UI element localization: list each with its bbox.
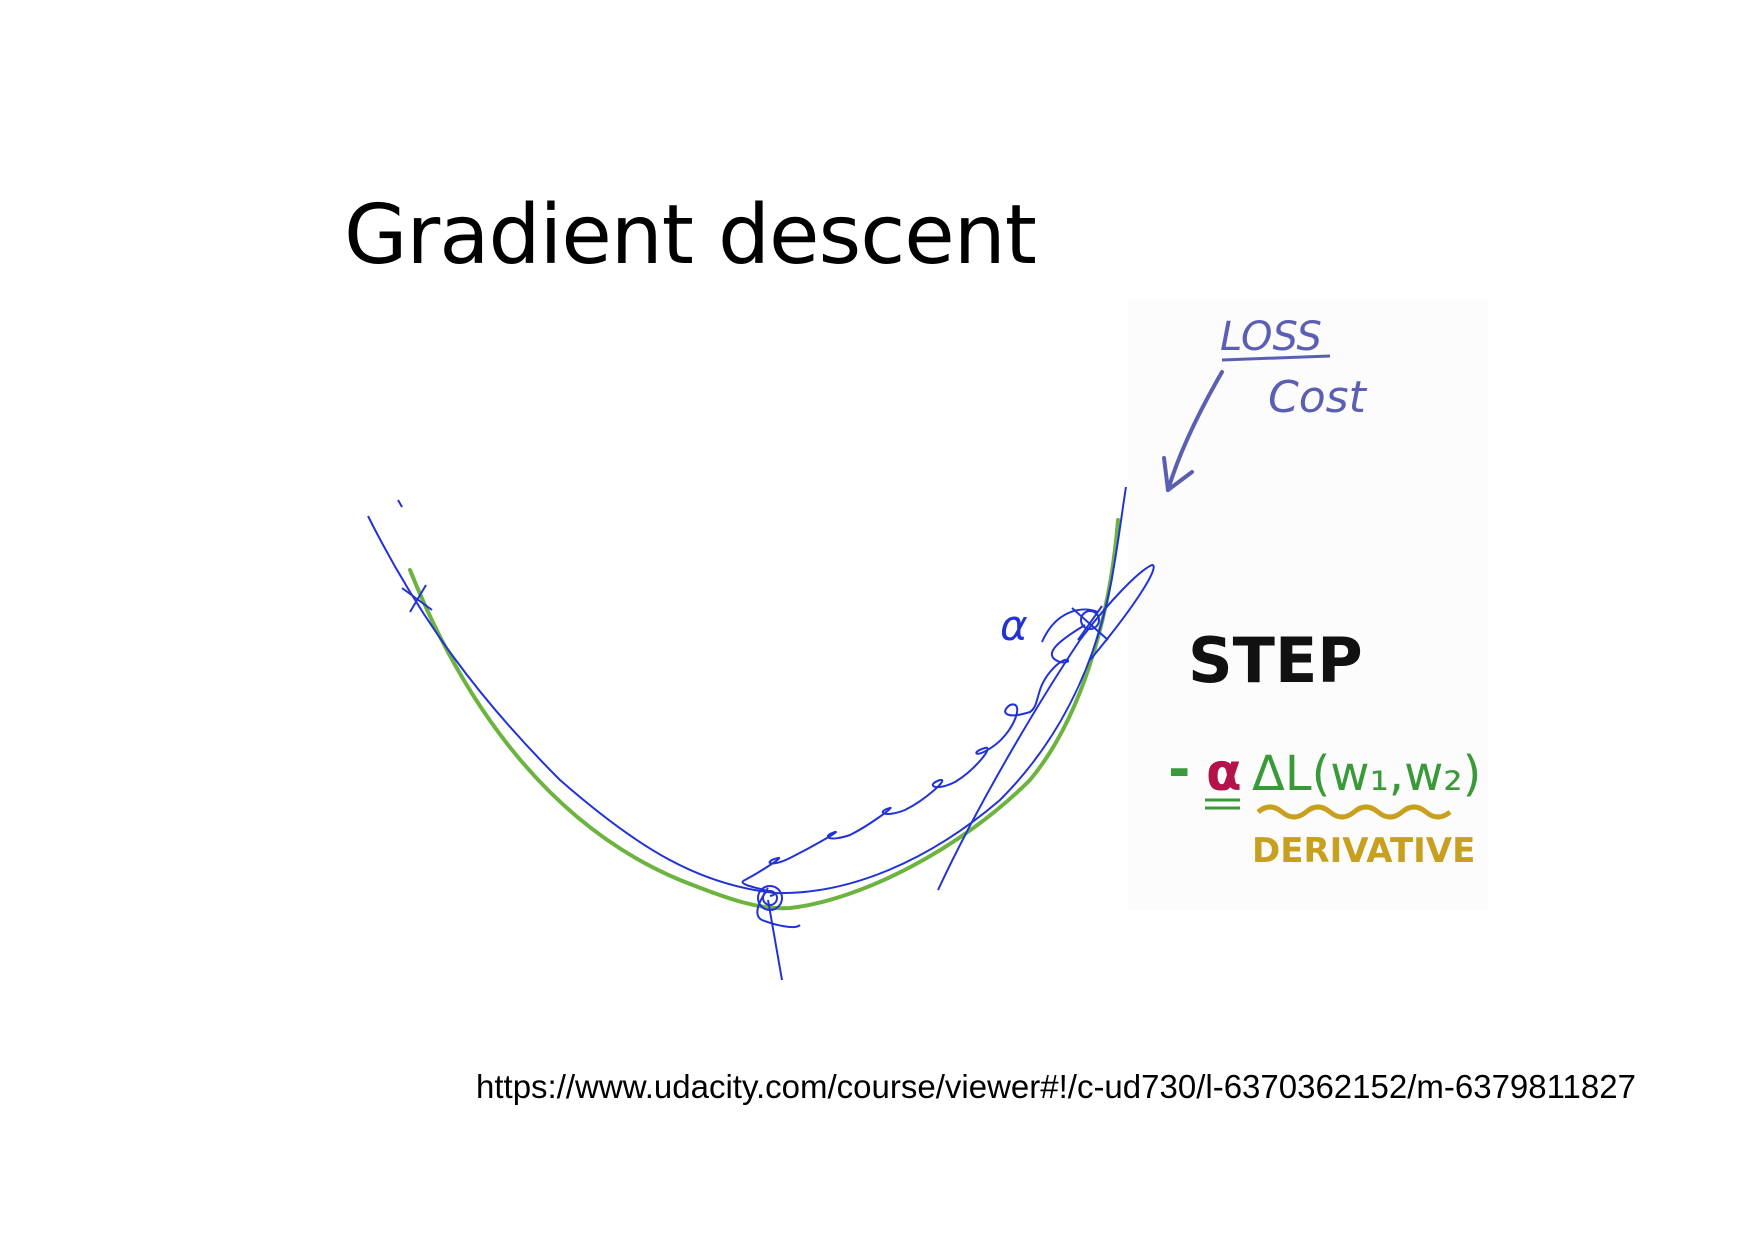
minimum-marker bbox=[756, 885, 801, 981]
loss-cost-divider bbox=[1221, 354, 1331, 362]
tangent-line bbox=[937, 563, 1155, 891]
slide-title: Gradient descent bbox=[344, 188, 1037, 283]
start-x-mark bbox=[401, 584, 433, 613]
alpha-label: α bbox=[1000, 601, 1028, 650]
tick-mark bbox=[397, 499, 403, 508]
arc-from-alpha bbox=[1041, 608, 1099, 643]
loss-label: LOSS bbox=[1220, 314, 1322, 360]
formula-alpha: α bbox=[1206, 743, 1242, 803]
source-url[interactable]: https://www.udacity.com/course/viewer#!/… bbox=[476, 1068, 1636, 1105]
hand-curve bbox=[367, 486, 1127, 895]
derivative-label: DERIVATIVE bbox=[1252, 831, 1475, 871]
formula-underline bbox=[1205, 798, 1240, 810]
formula-minus: - bbox=[1168, 738, 1190, 801]
cost-label: Cost bbox=[1268, 372, 1368, 423]
derivative-brace bbox=[1256, 804, 1452, 820]
loss-curve bbox=[408, 518, 1120, 911]
formula-gradient: ΔL(w₁,w₂) bbox=[1252, 746, 1481, 802]
loss-arrow bbox=[1162, 370, 1224, 492]
step-label: STEP bbox=[1188, 624, 1363, 697]
descent-steps bbox=[741, 624, 1086, 897]
